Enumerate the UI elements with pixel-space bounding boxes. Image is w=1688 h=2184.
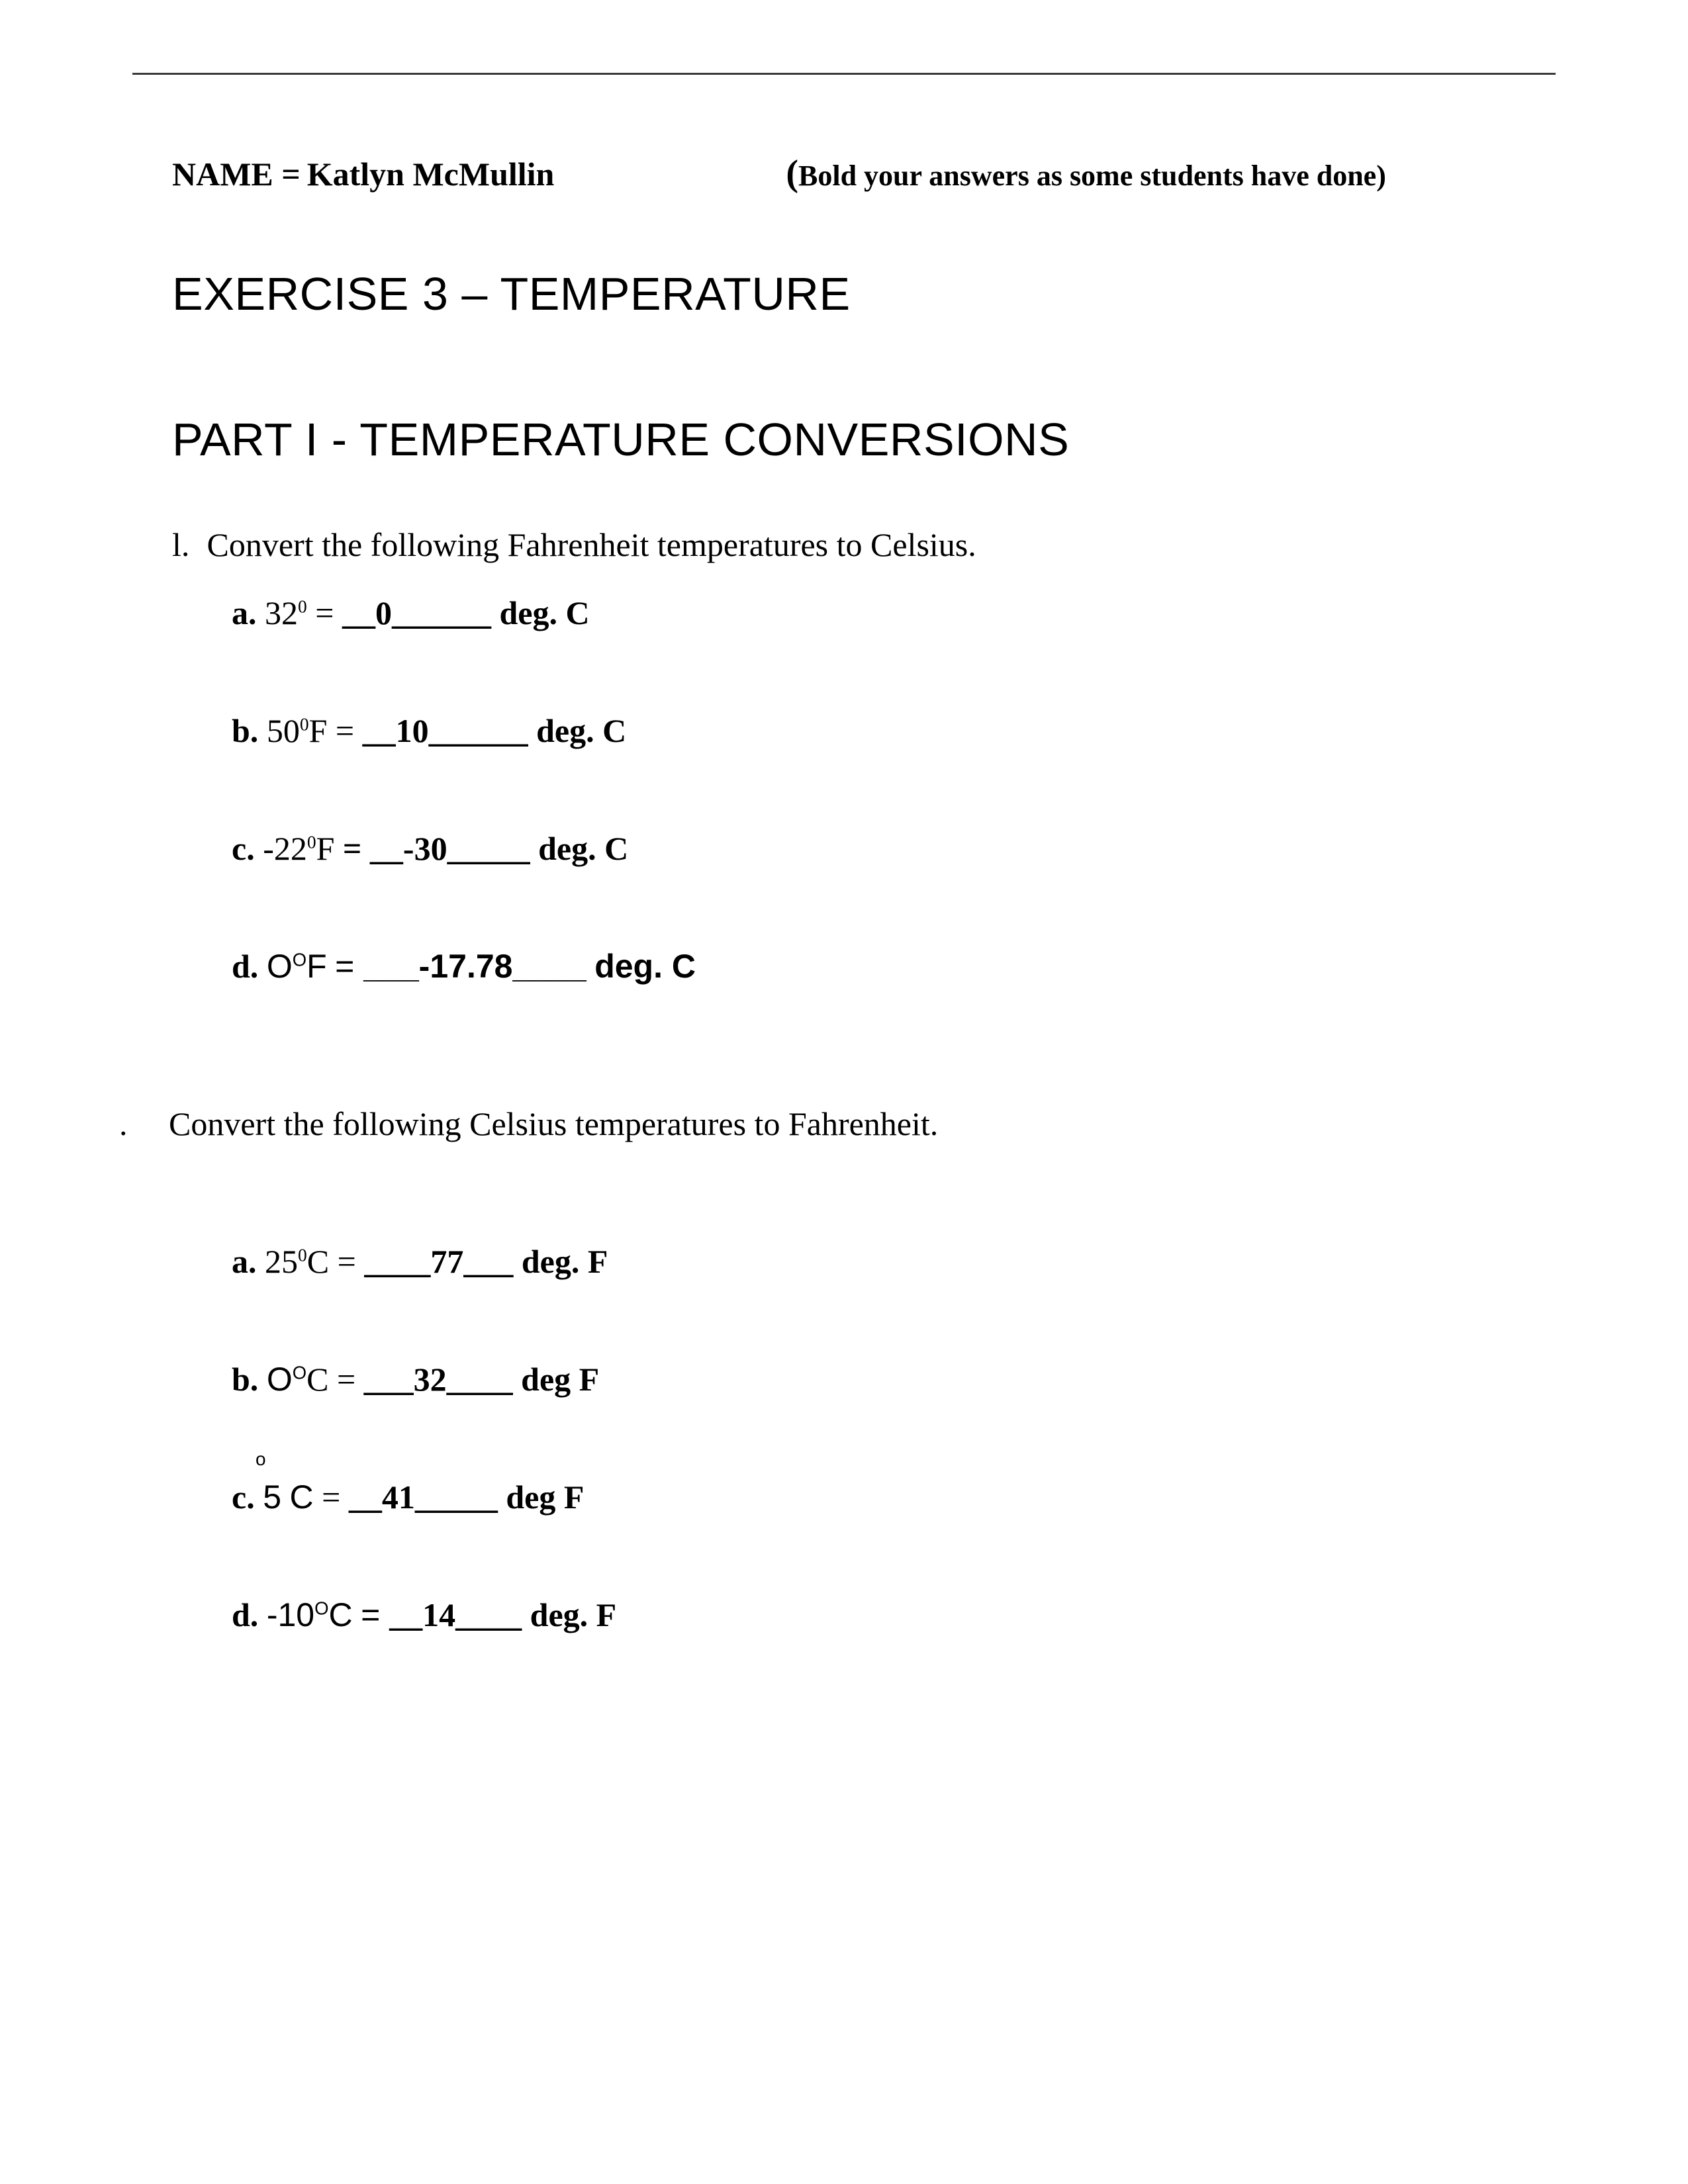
lhs-unit: F [306,948,327,985]
q1-item-b: b. 500F = __10______ deg. C [232,711,1516,750]
q2-item-c: o c. 5 C = __41_____ deg F [232,1478,1516,1516]
item-label: b. [232,712,258,749]
q2-items: a. 250C = ____77___ deg. F b. OOC = ___3… [232,1242,1516,1634]
lhs-num: 5 [263,1479,281,1516]
lhs-sup: 0 [298,1244,307,1265]
item-label: c. [232,1479,255,1516]
q2-prompt-text: Convert the following Celsius temperatur… [169,1105,938,1142]
lhs-unit: F [309,712,328,749]
exercise-title: EXERCISE 3 – TEMPERATURE [172,267,1516,320]
lhs-sup: O [314,1598,328,1618]
lhs-num: O [267,1361,293,1398]
equals: = [322,1479,349,1516]
answer: __41_____ [349,1479,498,1516]
q1-prompt: l. Convert the following Fahrenheit temp… [172,525,1516,564]
q2-item-a: a. 250C = ____77___ deg. F [232,1242,1516,1281]
equals: = [338,1243,365,1280]
item-label: b. [232,1361,258,1398]
answer: ___-17.78____ [363,948,586,985]
q2-prompt: . Convert the following Celsius temperat… [119,1105,1516,1143]
lhs-sup: O [293,1362,306,1383]
lhs-num: -22 [263,830,307,867]
equals: = [315,594,342,631]
name-value: Katlyn McMullin [307,155,555,193]
q2-item-d: d. -10OC = __14____ deg. F [232,1596,1516,1634]
lhs-num: O [267,948,293,985]
q2-item-b: b. OOC = ___32____ deg F [232,1360,1516,1398]
lhs-sup: 0 [307,831,316,852]
unit: deg F [506,1479,584,1516]
part-title: PART I - TEMPERATURE CONVERSIONS [172,413,1516,466]
unit: deg. C [536,712,626,749]
lhs-unit: C [307,1243,329,1280]
lhs-sup: 0 [300,713,309,734]
unit: deg. C [499,594,589,631]
document-content: NAME = Katlyn McMullin (Bold your answer… [172,152,1516,1713]
answer: ___32____ [364,1361,513,1398]
lhs-unit: C [328,1596,352,1633]
item-label: c. [232,830,255,867]
q1-prompt-text: Convert the following Fahrenheit tempera… [207,526,976,563]
unit: deg F [521,1361,599,1398]
item-label: d. [232,948,258,985]
note-text: Bold your answers as some students have … [798,159,1386,192]
answer: __10______ [363,712,528,749]
lhs-sup: O [293,949,306,970]
lhs-unit: C [290,1479,314,1516]
q2-number: . [119,1105,128,1142]
top-horizontal-rule [132,73,1556,75]
lhs-num: 32 [265,594,298,631]
unit: deg. C [538,830,628,867]
unit: deg. F [522,1243,608,1280]
q1-item-d: d. OOF = ___-17.78____ deg. C [232,947,1516,985]
item-label: a. [232,1243,257,1280]
q1-item-a: a. 320 = __0______ deg. C [232,594,1516,632]
lhs-unit: F [316,830,335,867]
q1-number: l. [172,525,199,564]
equals-bold: = [343,830,370,867]
item-label: a. [232,594,257,631]
instruction-note: (Bold your answers as some students have… [786,152,1386,195]
name-line: NAME = Katlyn McMullin (Bold your answer… [172,152,1516,195]
lhs-unit: C [306,1361,328,1398]
q1-items: a. 320 = __0______ deg. C b. 500F = __10… [232,594,1516,985]
q1-item-c: c. -220F = __-30_____ deg. C [232,829,1516,868]
answer: __0______ [342,594,491,631]
unit: deg. C [594,948,696,985]
page: NAME = Katlyn McMullin (Bold your answer… [0,0,1688,2184]
answer: ____77___ [364,1243,513,1280]
equals: = [361,1596,389,1633]
name-label: NAME = [172,155,301,193]
equals: = [337,1361,364,1398]
unit: deg. F [530,1596,617,1633]
equals: = [335,948,363,985]
floating-degree: o [256,1449,266,1470]
item-label: d. [232,1596,258,1633]
lhs-num: -10 [267,1596,314,1633]
lhs-sup: 0 [298,596,307,616]
answer: __14____ [389,1596,522,1633]
answer: __-30_____ [370,830,530,867]
lhs-num: 25 [265,1243,298,1280]
lhs-num: 50 [267,712,300,749]
equals: = [336,712,363,749]
